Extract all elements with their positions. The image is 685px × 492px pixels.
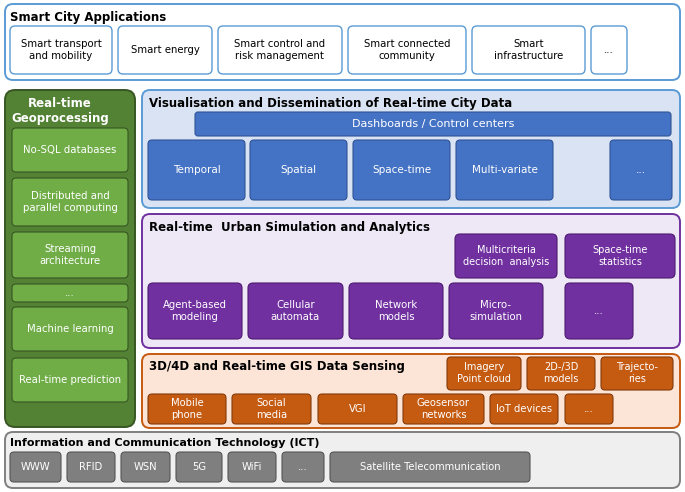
Text: Spatial: Spatial: [280, 165, 316, 175]
FancyBboxPatch shape: [121, 452, 170, 482]
Text: ...: ...: [65, 288, 75, 298]
FancyBboxPatch shape: [218, 26, 342, 74]
FancyBboxPatch shape: [232, 394, 311, 424]
FancyBboxPatch shape: [349, 283, 443, 339]
FancyBboxPatch shape: [248, 283, 343, 339]
FancyBboxPatch shape: [456, 140, 553, 200]
FancyBboxPatch shape: [348, 26, 466, 74]
FancyBboxPatch shape: [228, 452, 276, 482]
Text: Information and Communication Technology (ICT): Information and Communication Technology…: [10, 438, 319, 448]
FancyBboxPatch shape: [148, 283, 242, 339]
FancyBboxPatch shape: [353, 140, 450, 200]
Text: ...: ...: [298, 462, 308, 472]
FancyBboxPatch shape: [455, 234, 557, 278]
Text: Multicriteria
decision  analysis: Multicriteria decision analysis: [463, 245, 549, 267]
Text: Satellite Telecommunication: Satellite Telecommunication: [360, 462, 500, 472]
Text: Cellular
automata: Cellular automata: [271, 300, 320, 322]
FancyBboxPatch shape: [10, 26, 112, 74]
FancyBboxPatch shape: [118, 26, 212, 74]
Text: Micro-
simulation: Micro- simulation: [469, 300, 523, 322]
FancyBboxPatch shape: [527, 357, 595, 390]
FancyBboxPatch shape: [472, 26, 585, 74]
Text: Smart
infrastructure: Smart infrastructure: [494, 39, 563, 61]
Text: Smart transport
and mobility: Smart transport and mobility: [21, 39, 101, 61]
Text: Real-time  Urban Simulation and Analytics: Real-time Urban Simulation and Analytics: [149, 221, 430, 234]
Text: Real-time prediction: Real-time prediction: [19, 375, 121, 385]
Text: ...: ...: [594, 306, 604, 316]
Text: Social
media: Social media: [256, 398, 287, 420]
FancyBboxPatch shape: [490, 394, 558, 424]
FancyBboxPatch shape: [12, 128, 128, 172]
FancyBboxPatch shape: [148, 394, 226, 424]
FancyBboxPatch shape: [12, 307, 128, 351]
Text: VGI: VGI: [349, 404, 366, 414]
FancyBboxPatch shape: [282, 452, 324, 482]
Text: Temporal: Temporal: [173, 165, 221, 175]
FancyBboxPatch shape: [5, 432, 680, 488]
Text: WSN: WSN: [134, 462, 158, 472]
FancyBboxPatch shape: [565, 394, 613, 424]
Text: ...: ...: [636, 165, 646, 175]
Text: 5G: 5G: [192, 462, 206, 472]
FancyBboxPatch shape: [591, 26, 627, 74]
Text: Network
models: Network models: [375, 300, 417, 322]
Text: Agent-based
modeling: Agent-based modeling: [163, 300, 227, 322]
FancyBboxPatch shape: [142, 90, 680, 208]
Text: ...: ...: [604, 45, 614, 55]
Text: Trajecto-
ries: Trajecto- ries: [616, 362, 658, 384]
Text: IoT devices: IoT devices: [496, 404, 552, 414]
Text: 2D-/3D
models: 2D-/3D models: [543, 362, 579, 384]
FancyBboxPatch shape: [195, 112, 671, 136]
Text: ...: ...: [584, 404, 594, 414]
Text: RFID: RFID: [79, 462, 103, 472]
Text: Mobile
phone: Mobile phone: [171, 398, 203, 420]
Text: Geosensor
networks: Geosensor networks: [417, 398, 470, 420]
Text: WiFi: WiFi: [242, 462, 262, 472]
FancyBboxPatch shape: [5, 4, 680, 80]
Text: 3D/4D and Real-time GIS Data Sensing: 3D/4D and Real-time GIS Data Sensing: [149, 360, 405, 373]
FancyBboxPatch shape: [565, 234, 675, 278]
Text: Smart control and
risk management: Smart control and risk management: [234, 39, 325, 61]
FancyBboxPatch shape: [449, 283, 543, 339]
FancyBboxPatch shape: [5, 90, 135, 427]
FancyBboxPatch shape: [565, 283, 633, 339]
FancyBboxPatch shape: [601, 357, 673, 390]
Text: Imagery
Point cloud: Imagery Point cloud: [457, 362, 511, 384]
FancyBboxPatch shape: [12, 178, 128, 226]
FancyBboxPatch shape: [318, 394, 397, 424]
FancyBboxPatch shape: [142, 354, 680, 428]
Text: Smart connected
community: Smart connected community: [364, 39, 450, 61]
FancyBboxPatch shape: [10, 452, 61, 482]
Text: Real-time
Geoprocessing: Real-time Geoprocessing: [11, 97, 109, 125]
FancyBboxPatch shape: [330, 452, 530, 482]
FancyBboxPatch shape: [148, 140, 245, 200]
Text: Machine learning: Machine learning: [27, 324, 114, 334]
Text: Space-time: Space-time: [372, 165, 431, 175]
Text: WWW: WWW: [21, 462, 50, 472]
Text: Streaming
architecture: Streaming architecture: [40, 244, 101, 266]
FancyBboxPatch shape: [447, 357, 521, 390]
Text: Visualisation and Dissemination of Real-time City Data: Visualisation and Dissemination of Real-…: [149, 97, 512, 110]
FancyBboxPatch shape: [176, 452, 222, 482]
Text: No-SQL databases: No-SQL databases: [23, 145, 116, 155]
FancyBboxPatch shape: [142, 214, 680, 348]
FancyBboxPatch shape: [12, 358, 128, 402]
Text: Smart energy: Smart energy: [131, 45, 199, 55]
FancyBboxPatch shape: [403, 394, 484, 424]
FancyBboxPatch shape: [610, 140, 672, 200]
Text: Space-time
statistics: Space-time statistics: [593, 245, 648, 267]
FancyBboxPatch shape: [12, 232, 128, 278]
Text: Multi-variate: Multi-variate: [471, 165, 538, 175]
FancyBboxPatch shape: [12, 284, 128, 302]
Text: Smart City Applications: Smart City Applications: [10, 11, 166, 24]
Text: Distributed and
parallel computing: Distributed and parallel computing: [23, 191, 117, 213]
FancyBboxPatch shape: [250, 140, 347, 200]
FancyBboxPatch shape: [67, 452, 115, 482]
Text: Dashboards / Control centers: Dashboards / Control centers: [352, 119, 514, 129]
